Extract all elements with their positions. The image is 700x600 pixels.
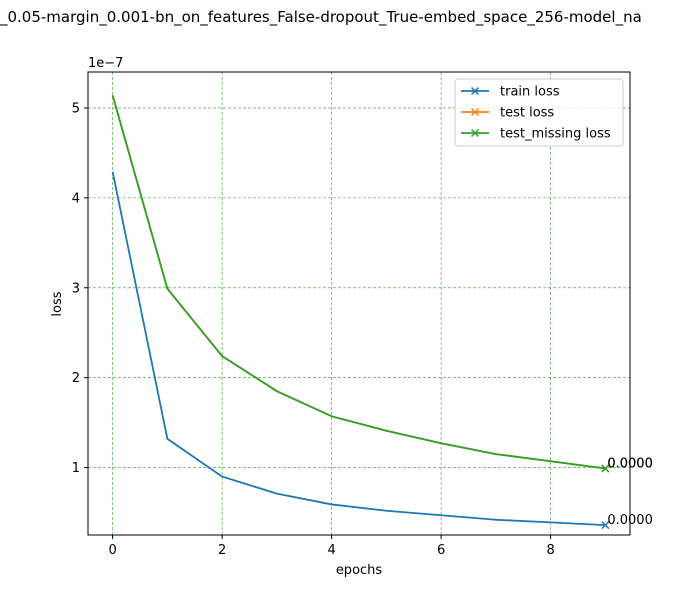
legend-label: test_missing loss <box>500 127 611 142</box>
y-tick-label: 5 <box>72 101 80 116</box>
x-tick-label: 2 <box>218 543 226 558</box>
x-axis-ticks: 0 2 4 6 8 <box>108 535 555 558</box>
series-lines <box>111 95 606 527</box>
legend-label: test loss <box>500 106 554 121</box>
legend-swatch-marker <box>470 86 480 96</box>
series-end-marker-2 <box>601 464 610 473</box>
x-tick-label: 0 <box>108 543 116 558</box>
series-line-0 <box>111 171 606 527</box>
chart-title: _0.05-margin_0.001-bn_on_features_False-… <box>0 8 642 26</box>
legend-swatch-marker <box>470 107 480 117</box>
legend-label: train loss <box>500 85 560 100</box>
x-tick-label: 8 <box>546 543 554 558</box>
y-axis-ticks: 1 2 3 4 5 <box>72 101 88 476</box>
series-line-2 <box>111 95 606 470</box>
y-tick-label: 3 <box>72 281 80 296</box>
grid-lines <box>88 72 630 535</box>
x-axis-label: epochs <box>336 563 383 578</box>
y-tick-label: 2 <box>72 371 80 386</box>
legend-items: train loss test loss test_missing loss <box>461 85 611 142</box>
x-tick-label: 4 <box>327 543 335 558</box>
legend-box <box>454 78 624 147</box>
y-tick-label: 4 <box>72 191 80 206</box>
legend-swatch-marker <box>470 128 480 138</box>
plot-frame <box>87 71 631 536</box>
y-tick-label: 1 <box>72 461 80 476</box>
legend: train loss test loss test_missing loss <box>454 78 624 147</box>
series-markers <box>601 464 610 530</box>
y-axis-label: loss <box>50 291 65 316</box>
series-end-marker-0 <box>601 521 610 530</box>
x-tick-label: 6 <box>437 543 445 558</box>
y-offset-label: 1e−7 <box>88 56 123 71</box>
